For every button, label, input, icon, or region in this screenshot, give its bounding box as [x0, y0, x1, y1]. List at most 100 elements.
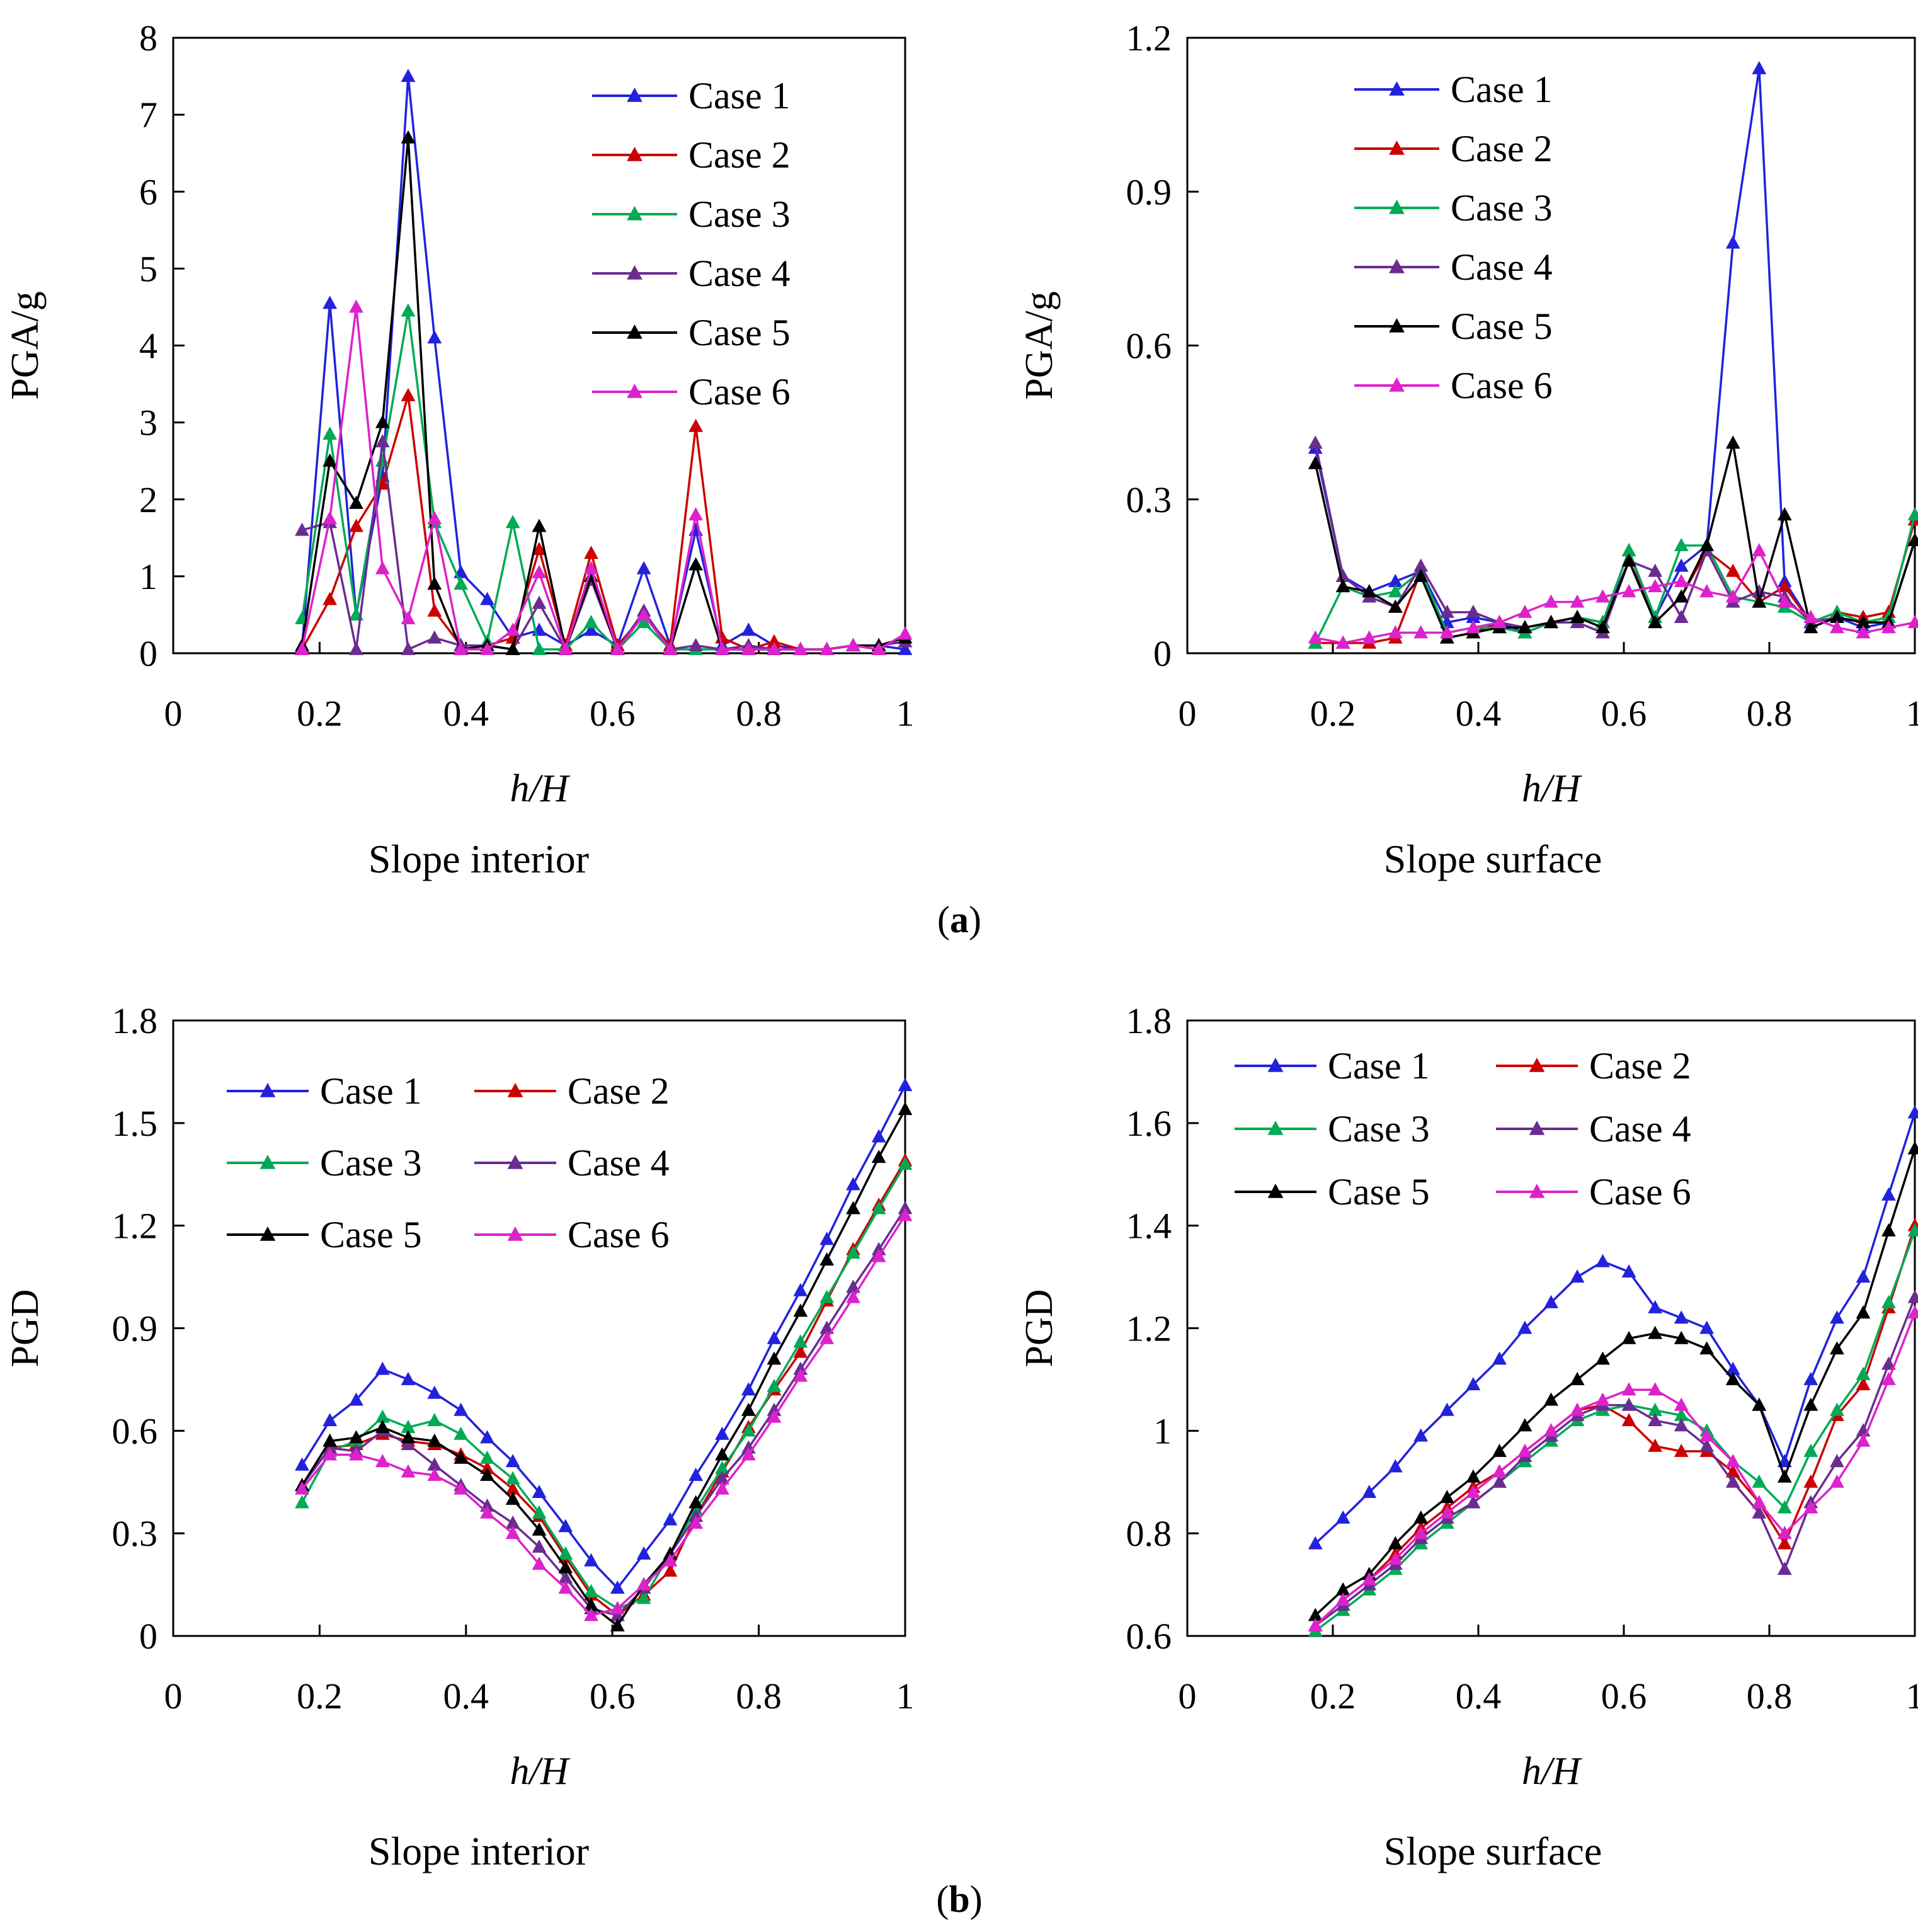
legend-marker — [627, 324, 642, 339]
panel-label-2: (b) — [936, 1878, 982, 1920]
data-point — [1648, 563, 1663, 577]
data-point — [1881, 1356, 1896, 1370]
data-point — [1362, 1572, 1377, 1586]
data-point — [1544, 594, 1558, 608]
data-point — [1803, 1500, 1818, 1514]
data-point — [1725, 1464, 1740, 1478]
data-point — [505, 1491, 520, 1505]
data-point — [1492, 615, 1507, 629]
data-point — [375, 414, 390, 428]
chart-title: Slope surface — [1384, 837, 1602, 881]
x-tick-label: 0 — [1179, 1676, 1197, 1717]
data-point — [1517, 604, 1533, 618]
data-point — [532, 518, 547, 532]
data-point — [1752, 1474, 1767, 1488]
series-line-6 — [300, 306, 906, 651]
data-point — [323, 1413, 338, 1427]
legend-marker — [1267, 1184, 1284, 1198]
data-point — [1725, 1361, 1740, 1375]
data-point — [401, 1371, 416, 1385]
data-point — [1648, 1402, 1663, 1416]
data-point — [1752, 584, 1767, 598]
data-point — [532, 1557, 547, 1570]
data-point — [663, 1512, 678, 1526]
legend-marker — [507, 1083, 523, 1097]
data-point — [741, 1447, 756, 1461]
data-point — [663, 641, 678, 655]
data-point — [323, 1433, 338, 1447]
data-point — [505, 641, 520, 655]
data-point — [688, 418, 704, 432]
data-point — [1907, 1289, 1918, 1303]
data-point — [819, 1232, 835, 1245]
data-point — [1777, 579, 1792, 593]
data-point — [480, 1461, 494, 1475]
data-point — [741, 622, 756, 636]
data-point — [323, 1447, 338, 1461]
data-point — [819, 1289, 835, 1303]
y-tick-label: 6 — [139, 171, 157, 212]
x-tick-label: 0.6 — [590, 1676, 636, 1717]
legend-marker — [627, 88, 642, 102]
series-line-5 — [1314, 442, 1916, 639]
data-point — [1595, 589, 1610, 603]
data-point — [898, 1208, 913, 1221]
data-point — [1335, 635, 1350, 649]
legend-label: Case 2 — [1589, 1045, 1691, 1087]
data-point — [427, 603, 442, 617]
data-point — [1881, 1187, 1896, 1201]
y-tick-label: 2 — [139, 479, 157, 520]
data-point — [375, 1361, 390, 1375]
y-tick-label: 0.6 — [112, 1410, 158, 1451]
data-point — [375, 453, 390, 467]
data-point — [1699, 584, 1715, 598]
data-point — [741, 1382, 756, 1396]
data-point — [715, 1447, 729, 1461]
data-point — [793, 1368, 808, 1382]
data-point — [846, 637, 860, 651]
data-point — [401, 1430, 416, 1444]
data-point — [427, 511, 442, 525]
series-line-1 — [301, 1085, 906, 1589]
data-point — [1674, 589, 1689, 603]
data-point — [558, 1580, 573, 1594]
x-tick-label: 0.6 — [590, 693, 636, 734]
data-point — [1856, 625, 1871, 639]
x-tick-label: 0.8 — [736, 1676, 782, 1717]
data-point — [427, 1413, 442, 1427]
data-point — [1674, 1407, 1689, 1421]
legend-marker — [1389, 259, 1405, 273]
series-line-4 — [302, 440, 906, 651]
legend-label: Case 2 — [688, 134, 791, 176]
y-tick-label: 1.2 — [1126, 1308, 1172, 1349]
data-point — [741, 1402, 756, 1416]
data-point — [741, 1423, 756, 1437]
series-line-1 — [300, 75, 906, 651]
data-point — [558, 1570, 573, 1584]
data-point — [846, 1245, 860, 1259]
x-tick-label: 0.4 — [1456, 693, 1502, 734]
data-point — [1777, 594, 1792, 608]
chart-panel-3: 0 0.2 0.4 0.6 0.8 1 0 0.3 0.6 0.9 1.2 1.5 1.8 h/H PGD S… — [4, 1000, 915, 1873]
data-point — [1362, 630, 1377, 644]
data-point — [1308, 1618, 1323, 1632]
x-tick-label: 1 — [1906, 693, 1918, 734]
y-tick-label: 4 — [139, 326, 157, 367]
data-point — [427, 630, 442, 644]
y-tick-label: 0.3 — [112, 1513, 158, 1554]
x-axis-label: h/H — [510, 767, 571, 810]
data-point — [427, 1385, 442, 1399]
y-axis-label: PGD — [4, 1289, 47, 1367]
data-point — [636, 1546, 651, 1560]
legend-label: Case 4 — [1589, 1108, 1691, 1150]
data-point — [767, 641, 782, 655]
data-point — [375, 561, 390, 574]
panel-label-1: (a) — [937, 899, 981, 940]
data-point — [1335, 1592, 1350, 1606]
data-point — [1881, 620, 1896, 634]
data-point — [1907, 532, 1918, 546]
x-tick-label: 0.6 — [1601, 1676, 1647, 1717]
data-point — [401, 1419, 416, 1433]
data-point — [1439, 1490, 1454, 1504]
